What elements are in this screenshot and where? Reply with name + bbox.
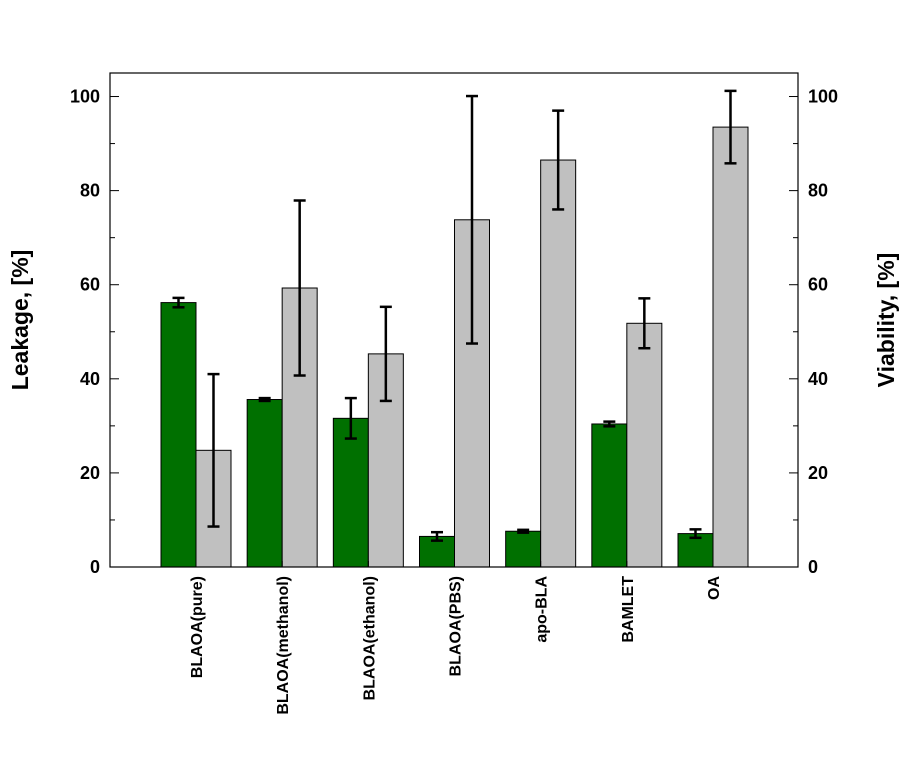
error-bar [431, 530, 443, 542]
y-tick-label: 20 [80, 463, 100, 483]
left-axis: 0 20 40 60 80 100 [70, 87, 119, 577]
error-bar [466, 94, 478, 345]
y2-tick-label: 20 [808, 463, 828, 483]
bar-viability [712, 126, 749, 568]
y2-tick-label: 60 [808, 275, 828, 295]
error-bar [724, 89, 737, 165]
bar-leakage [591, 423, 628, 568]
error-bar [689, 528, 702, 540]
error-bar [172, 296, 185, 309]
error-bar [638, 297, 651, 350]
y2-tick-label: 100 [808, 87, 838, 107]
error-bars-layer [172, 89, 737, 542]
bar-leakage [505, 530, 542, 568]
bars-layer [160, 126, 749, 568]
bar-leakage [246, 399, 283, 568]
y-tick-label: 100 [70, 87, 100, 107]
bar-viability [626, 322, 663, 568]
bar-leakage [332, 417, 369, 568]
y-tick-label: 0 [90, 557, 100, 577]
category-label: BAMLET [620, 576, 637, 643]
y-axis-left-title: Leakage, [%] [7, 250, 33, 391]
y2-tick-label: 40 [808, 369, 828, 389]
error-bar [344, 396, 357, 440]
right-axis: 0 20 40 60 80 100 [789, 87, 838, 577]
error-bar [293, 199, 306, 377]
category-label: BLAOA(methanol) [275, 576, 292, 715]
category-label: OA [706, 576, 723, 600]
error-bar [603, 420, 616, 428]
error-bar [552, 109, 565, 211]
error-bar [379, 305, 392, 403]
y-tick-label: 80 [80, 181, 100, 201]
category-label: BLAOA(pure) [189, 576, 206, 678]
category-labels: BLAOA(pure) BLAOA(methanol) BLAOA(ethanol)… [189, 561, 723, 715]
bar-viability [540, 159, 577, 568]
bar-leakage [677, 533, 714, 568]
category-label: BLAOA(PBS) [448, 576, 465, 676]
error-bar [517, 528, 530, 534]
y-tick-label: 40 [80, 369, 100, 389]
y2-tick-label: 0 [808, 557, 818, 577]
category-label: apo-BLA [534, 576, 551, 643]
category-label: BLAOA(ethanol) [361, 576, 378, 700]
y2-tick-label: 80 [808, 181, 828, 201]
bar-leakage [160, 302, 197, 568]
y-tick-label: 60 [80, 275, 100, 295]
y-axis-right-title: Viability, [%] [873, 253, 899, 388]
error-bar [207, 372, 220, 528]
error-bar [258, 396, 271, 403]
